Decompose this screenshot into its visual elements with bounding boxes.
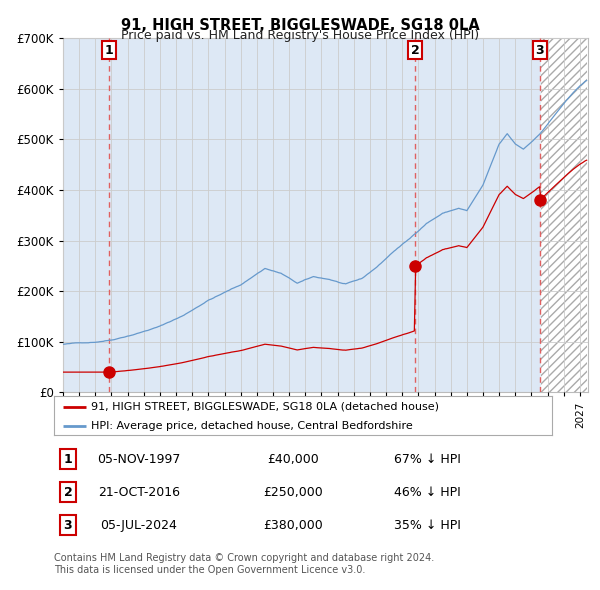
Text: Contains HM Land Registry data © Crown copyright and database right 2024.
This d: Contains HM Land Registry data © Crown c… — [54, 553, 434, 575]
Text: 91, HIGH STREET, BIGGLESWADE, SG18 0LA (detached house): 91, HIGH STREET, BIGGLESWADE, SG18 0LA (… — [91, 402, 439, 412]
Text: 05-NOV-1997: 05-NOV-1997 — [97, 453, 181, 466]
Text: £250,000: £250,000 — [263, 486, 323, 499]
Text: 1: 1 — [104, 44, 113, 57]
Text: 2: 2 — [64, 486, 73, 499]
Text: 21-OCT-2016: 21-OCT-2016 — [98, 486, 179, 499]
Text: 3: 3 — [535, 44, 544, 57]
Text: HPI: Average price, detached house, Central Bedfordshire: HPI: Average price, detached house, Cent… — [91, 421, 413, 431]
Text: 35% ↓ HPI: 35% ↓ HPI — [394, 519, 461, 532]
Text: £380,000: £380,000 — [263, 519, 323, 532]
Text: 3: 3 — [64, 519, 72, 532]
Text: 46% ↓ HPI: 46% ↓ HPI — [394, 486, 461, 499]
Text: 05-JUL-2024: 05-JUL-2024 — [100, 519, 177, 532]
Text: 91, HIGH STREET, BIGGLESWADE, SG18 0LA: 91, HIGH STREET, BIGGLESWADE, SG18 0LA — [121, 18, 479, 32]
Text: 2: 2 — [411, 44, 419, 57]
Text: Price paid vs. HM Land Registry's House Price Index (HPI): Price paid vs. HM Land Registry's House … — [121, 30, 479, 42]
Text: £40,000: £40,000 — [267, 453, 319, 466]
Text: 67% ↓ HPI: 67% ↓ HPI — [394, 453, 461, 466]
Text: 1: 1 — [64, 453, 73, 466]
